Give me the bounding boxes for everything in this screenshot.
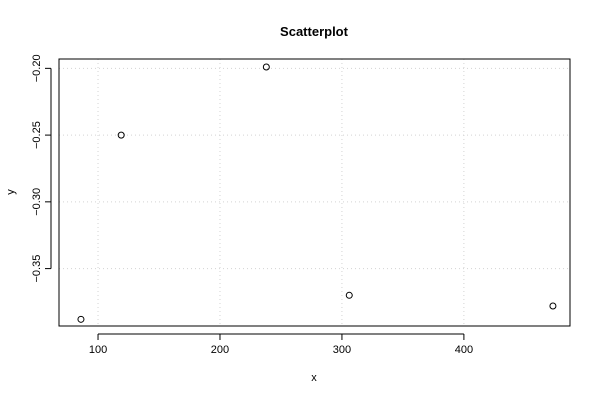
x-axis: 100 200 300 400 — [89, 333, 473, 356]
plot-area — [58, 58, 571, 327]
x-tick-label: 400 — [455, 344, 473, 356]
x-tick-label: 200 — [211, 344, 229, 356]
y-tick-label: −0.35 — [31, 255, 43, 283]
data-point — [549, 302, 557, 310]
chart-title: Scatterplot — [280, 24, 349, 39]
x-tick-label: 100 — [89, 344, 107, 356]
data-point — [117, 131, 125, 139]
y-tick-label: −0.25 — [31, 121, 43, 149]
x-tick-label: 300 — [333, 344, 351, 356]
data-point — [262, 63, 270, 71]
y-tick-label: −0.30 — [31, 188, 43, 216]
data-points — [77, 63, 557, 323]
x-axis-label: x — [311, 372, 317, 384]
y-axis: −0.35 −0.30 −0.25 −0.20 — [31, 54, 52, 283]
grid — [59, 59, 570, 326]
y-tick-label: −0.20 — [31, 54, 43, 82]
data-point — [77, 315, 85, 323]
data-point — [345, 291, 353, 299]
y-axis-label: y — [5, 189, 17, 195]
